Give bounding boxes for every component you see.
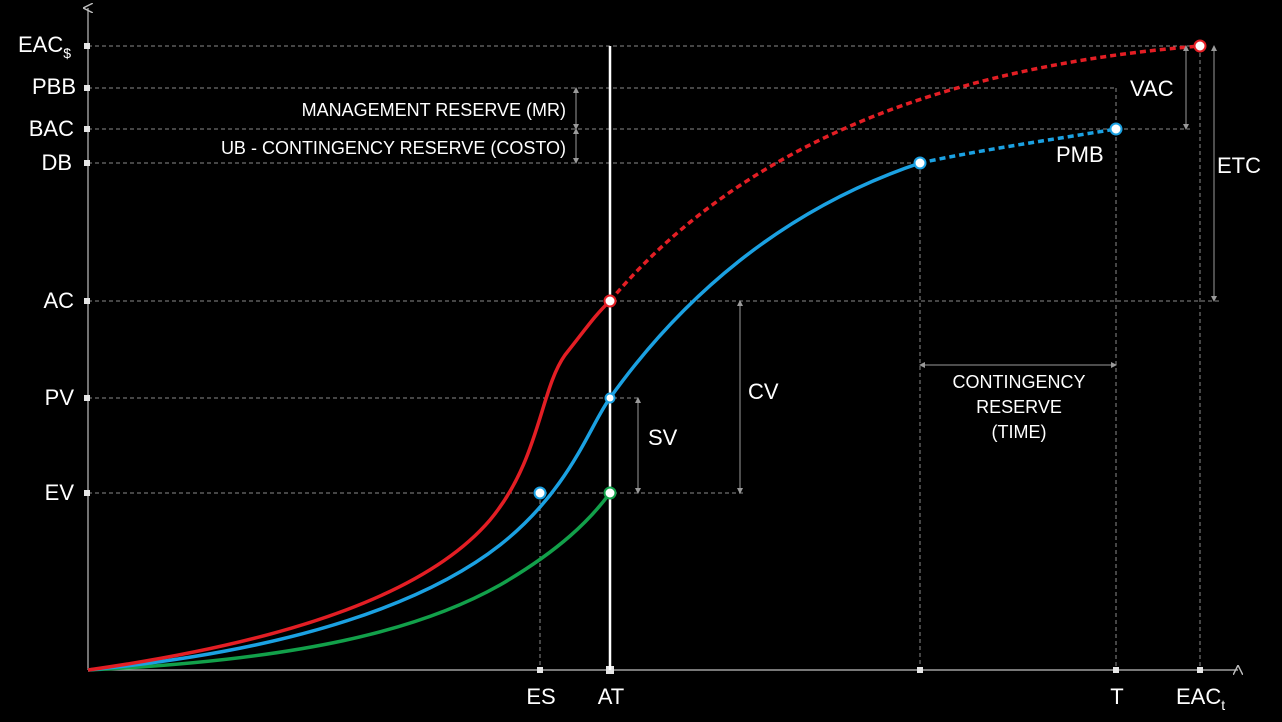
y-tick-ev [84,490,90,496]
marker-pmb [1109,122,1123,136]
x-tick-t [1113,667,1119,673]
y-ticks [84,43,90,496]
y-tick-pv [84,395,90,401]
marker-db [913,156,927,170]
label-t: T [1110,684,1123,709]
earned-value-curve [87,491,612,672]
actual-cost-curve [87,299,612,672]
label-es: ES [526,684,555,709]
marker-eac [1193,39,1207,53]
marker-es [533,486,547,500]
label-pv: PV [45,385,75,410]
x-tick-eac [1197,667,1203,673]
y-tick-ac [84,298,90,304]
label-db: DB [41,150,72,175]
marker-pv [604,392,616,404]
label-sv: SV [648,425,678,450]
y-axis-labels: EAC$ PBB BAC DB AC PV EV [18,32,76,505]
actual-cost-projection [608,44,1201,303]
planned-value-curve [87,161,921,672]
x-tick-db [917,667,923,673]
dimension-arrows [573,45,1217,494]
curve-markers [533,39,1207,500]
marker-ac [603,294,617,308]
label-vac: VAC [1130,76,1174,101]
label-ac: AC [43,288,74,313]
y-tick-bac [84,126,90,132]
label-cv: CV [748,379,779,404]
label-etc: ETC [1217,153,1261,178]
label-at: AT [598,684,624,709]
x-tick-es [537,667,543,673]
annotation-labels: MANAGEMENT RESERVE (MR) UB - CONTINGENCY… [221,76,1261,450]
label-eac-cost: EAC$ [18,32,71,61]
y-tick-pbb [84,85,90,91]
label-pmb: PMB [1056,142,1104,167]
label-pbb: PBB [32,74,76,99]
label-bac: BAC [29,116,74,141]
label-contingency-time-2: RESERVE [976,397,1062,417]
planned-value-projection [919,127,1117,165]
y-tick-db [84,160,90,166]
x-axis-labels: ES AT T EACt [526,684,1225,713]
label-ev: EV [45,480,75,505]
label-contingency-time-1: CONTINGENCY [952,372,1085,392]
label-contingency-time-3: (TIME) [992,422,1047,442]
vertical-guides [539,46,1201,670]
label-eac-time: EACt [1176,684,1225,713]
label-contingency-cost: UB - CONTINGENCY RESERVE (COSTO) [221,138,566,158]
y-tick-eac [84,43,90,49]
marker-ev [603,486,617,500]
label-management-reserve: MANAGEMENT RESERVE (MR) [302,100,566,120]
